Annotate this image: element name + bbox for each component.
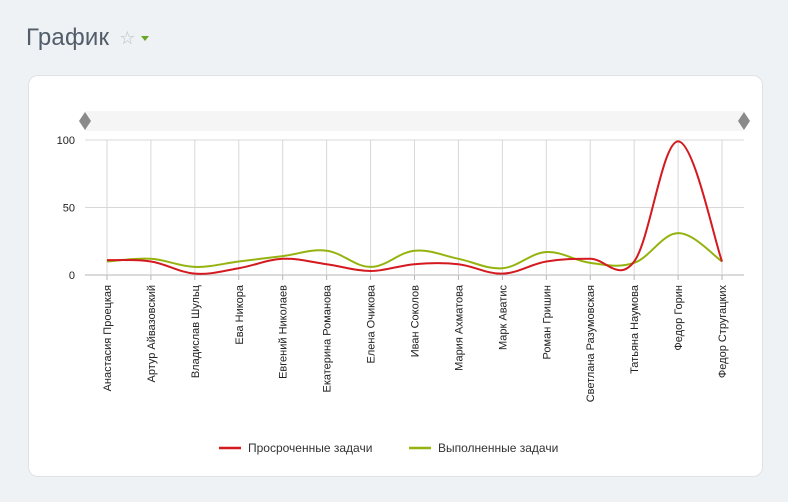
range-selector-track[interactable] [85,111,744,131]
line-chart: 0 50 100 Анастасия Проецкая Артур Айвазовски… [57,111,750,455]
y-tick-label: 0 [69,270,75,282]
data-point-done[interactable] [500,266,505,271]
data-point-done[interactable] [456,256,461,261]
range-handle-right[interactable] [738,112,750,130]
y-tick-label: 100 [57,135,75,147]
x-tick-label: Иван Соколов [410,285,422,357]
data-point-done[interactable] [192,264,197,269]
data-point-overdue[interactable] [500,271,505,276]
x-tick-label: Екатерина Романова [322,284,334,392]
x-tick-label: Марк Аватис [497,285,509,351]
legend-item-done-label[interactable]: Выполненные задачи [438,441,558,455]
data-point-overdue[interactable] [544,259,549,264]
series-line-done [106,232,723,270]
series-line-overdue [106,140,723,275]
data-point-overdue[interactable] [720,259,725,264]
x-tick-label: Анастасия Проецкая [102,285,114,391]
x-tick-label: Артур Айвазовский [146,285,158,382]
x-tick-label: Владислав Шульц [190,284,202,378]
y-tick-label: 50 [63,203,75,215]
data-point-overdue[interactable] [148,259,153,264]
data-point-overdue[interactable] [412,262,417,267]
x-tick-label: Елена Очикова [366,284,378,363]
data-point-overdue[interactable] [632,259,637,264]
favorite-star-icon[interactable]: ☆ [119,28,136,48]
legend-item-overdue-label[interactable]: Просроченные задачи [248,441,372,455]
range-handle-left[interactable] [79,112,91,130]
data-point-done[interactable] [544,250,549,255]
data-point-overdue[interactable] [368,268,373,273]
x-tick-label: Светлана Разумовская [585,285,597,402]
x-tick-label: Татьяна Наумова [629,284,641,374]
data-point-overdue[interactable] [324,262,329,267]
header: График ☆ [26,20,150,56]
data-point-overdue[interactable] [456,262,461,267]
x-tick-label: Роман Гришин [541,285,553,359]
data-point-overdue[interactable] [588,256,593,261]
data-point-overdue[interactable] [192,271,197,276]
data-point-overdue[interactable] [236,266,241,271]
data-point-overdue[interactable] [676,139,681,144]
x-tick-label: Федор Стругацких [717,285,729,379]
data-point-done[interactable] [324,248,329,253]
chart-card: 0 50 100 Анастасия Проецкая Артур Айвазовски… [28,75,763,477]
data-point-done[interactable] [412,248,417,253]
title-menu-chevron-down-icon[interactable] [141,35,150,41]
x-tick-label: Ева Никора [234,284,246,344]
data-point-overdue[interactable] [104,258,109,263]
data-point-done[interactable] [236,259,241,264]
data-point-done[interactable] [676,231,681,236]
x-tick-label: Евгений Николаев [278,285,290,379]
x-tick-label: Мария Ахматова [453,284,465,371]
page-title: График [26,24,110,51]
data-point-overdue[interactable] [280,256,285,261]
x-tick-label: Федор Горин [673,285,685,351]
